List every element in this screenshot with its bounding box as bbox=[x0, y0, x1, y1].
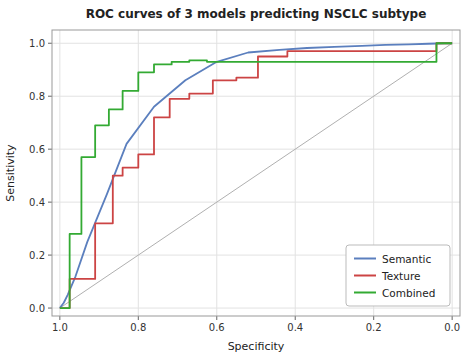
plot-background bbox=[52, 30, 460, 316]
y-grid-line bbox=[52, 43, 460, 44]
x-tick bbox=[138, 316, 139, 320]
legend-swatch bbox=[354, 275, 376, 277]
x-tick-label: 0.2 bbox=[366, 322, 382, 333]
x-tick-label: 0.4 bbox=[287, 322, 303, 333]
legend-label: Combined bbox=[382, 287, 435, 299]
y-tick-label: 0.2 bbox=[29, 250, 45, 261]
roc-line bbox=[60, 43, 452, 308]
legend-label: Semantic bbox=[382, 253, 431, 265]
x-axis-label: Specificity bbox=[228, 340, 285, 353]
y-tick-label: 0.4 bbox=[29, 197, 45, 208]
x-tick bbox=[216, 316, 217, 320]
legend-swatch bbox=[354, 292, 376, 294]
reference-line bbox=[60, 43, 452, 308]
axes: 1.0 0.8 0.6 0.4 0.2 0.0 0.0 0.2 0.4 0.6 0.8 1.0 bbox=[29, 30, 460, 333]
y-axis-label: Sensitivity bbox=[4, 144, 17, 202]
x-tick-label: 1.0 bbox=[52, 322, 68, 333]
x-grid-line bbox=[216, 30, 217, 316]
plot-frame bbox=[52, 30, 460, 316]
chart: 1.0 0.8 0.6 0.4 0.2 0.0 0.0 0.2 0.4 0.6 0.8 1.0 ROC … bbox=[0, 0, 474, 358]
title: ROC curves of 3 models predicting NSCLC … bbox=[86, 7, 427, 21]
grid bbox=[52, 30, 460, 316]
x-tick bbox=[59, 316, 60, 320]
x-grid-line bbox=[452, 30, 453, 316]
legend-label: Texture bbox=[381, 270, 420, 282]
x-tick-label: 0.6 bbox=[209, 322, 225, 333]
x-grid-line bbox=[295, 30, 296, 316]
x-tick-label: 0.8 bbox=[130, 322, 146, 333]
y-tick bbox=[48, 202, 52, 203]
legend-box bbox=[346, 245, 450, 306]
legend-swatch bbox=[354, 258, 376, 260]
x-tick bbox=[373, 316, 374, 320]
y-tick bbox=[48, 149, 52, 150]
y-tick bbox=[48, 96, 52, 97]
x-tick bbox=[295, 316, 296, 320]
y-grid-line bbox=[52, 96, 460, 97]
y-tick bbox=[48, 308, 52, 309]
y-tick bbox=[48, 43, 52, 44]
y-tick-label: 0.6 bbox=[29, 144, 45, 155]
y-tick-label: 0.8 bbox=[29, 91, 45, 102]
y-grid-line bbox=[52, 149, 460, 150]
y-tick-label: 0.0 bbox=[29, 303, 45, 314]
y-grid-line bbox=[52, 308, 460, 309]
x-tick bbox=[452, 316, 453, 320]
legend: Semantic Texture Combined bbox=[346, 245, 450, 306]
y-tick bbox=[48, 255, 52, 256]
x-grid-line bbox=[59, 30, 60, 316]
x-tick-label: 0.0 bbox=[444, 322, 460, 333]
y-tick-label: 1.0 bbox=[29, 38, 45, 49]
plot-data bbox=[60, 43, 452, 308]
roc-line bbox=[60, 43, 452, 308]
roc-line bbox=[60, 43, 452, 308]
